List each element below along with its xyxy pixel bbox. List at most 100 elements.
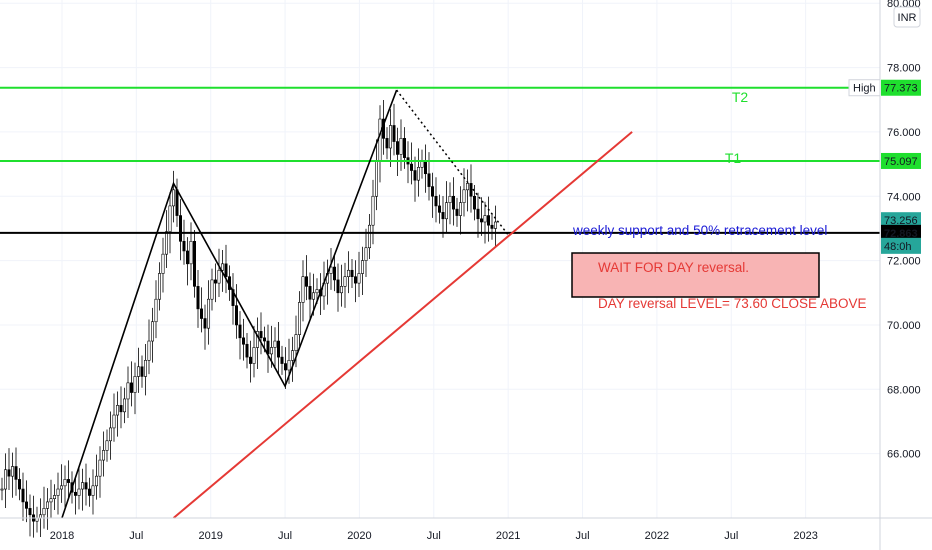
zigzag-pattern[interactable] xyxy=(61,89,398,519)
y-tick-label: 78.000 xyxy=(887,63,921,75)
candle xyxy=(245,333,249,369)
candle xyxy=(147,319,151,375)
candle xyxy=(427,152,431,201)
candle xyxy=(63,465,67,508)
candle xyxy=(353,260,357,303)
candle xyxy=(91,469,95,515)
candle xyxy=(49,479,53,519)
candle xyxy=(242,318,246,361)
candle xyxy=(490,213,494,240)
candle xyxy=(154,280,158,339)
candle xyxy=(214,263,218,303)
candle xyxy=(81,468,85,511)
candle xyxy=(395,127,399,176)
candle xyxy=(357,251,361,297)
x-tick-label: 2020 xyxy=(347,530,371,542)
x-tick-label: 2022 xyxy=(645,530,669,542)
t2-label: T2 xyxy=(732,89,749,105)
candle xyxy=(343,262,347,308)
candle xyxy=(276,322,280,374)
candle xyxy=(45,488,49,530)
candle xyxy=(385,127,389,160)
price-label-value: 72.863 xyxy=(884,228,918,240)
price-label-value: 77.373 xyxy=(884,83,918,95)
candle xyxy=(224,244,228,294)
candle xyxy=(158,262,162,311)
candle xyxy=(472,185,476,221)
candle xyxy=(273,327,277,370)
dotted-trend-line[interactable] xyxy=(396,89,509,236)
y-tick-label: 80.000 xyxy=(887,0,921,10)
candle xyxy=(210,268,214,311)
candle xyxy=(116,391,120,437)
price-label-value: 73.256 xyxy=(884,215,918,227)
currency-badge[interactable]: INR xyxy=(893,6,921,28)
candle xyxy=(67,460,71,500)
candle xyxy=(217,248,221,297)
x-tick-label: 2021 xyxy=(496,530,520,542)
candle xyxy=(249,340,253,383)
candle xyxy=(455,197,459,227)
y-tick-label: 68.000 xyxy=(887,384,921,396)
candle xyxy=(165,210,169,269)
candle xyxy=(283,347,287,389)
candle xyxy=(483,201,487,244)
candle xyxy=(413,156,417,202)
candle xyxy=(28,494,32,537)
candle xyxy=(4,453,8,509)
trend-line[interactable] xyxy=(172,131,633,519)
candle xyxy=(434,177,438,223)
candle xyxy=(479,197,483,236)
candle xyxy=(151,307,155,363)
candle xyxy=(451,177,455,226)
candle xyxy=(189,222,193,281)
candle xyxy=(172,170,176,223)
candle xyxy=(441,195,445,238)
x-tick-label: 2019 xyxy=(198,530,222,542)
candle xyxy=(493,205,497,248)
x-tick-label: Jul xyxy=(129,530,143,542)
candle xyxy=(325,259,329,305)
candle xyxy=(304,255,308,301)
candle xyxy=(88,477,92,507)
candle xyxy=(444,181,448,233)
candle xyxy=(360,246,364,296)
candle xyxy=(252,325,256,378)
x-tick-label: Jul xyxy=(724,530,738,542)
candle xyxy=(175,178,179,227)
candle xyxy=(105,429,109,462)
candle xyxy=(7,448,11,491)
candle xyxy=(371,179,375,245)
candle xyxy=(130,361,134,407)
candle xyxy=(144,343,148,396)
candle xyxy=(207,280,211,345)
candle xyxy=(430,172,434,218)
support-annotation: weekly support and 50% retracement level xyxy=(572,223,827,238)
candle xyxy=(126,366,130,418)
candle xyxy=(364,228,368,278)
candle xyxy=(378,105,382,183)
candle xyxy=(402,127,406,169)
candle xyxy=(266,324,270,373)
candle xyxy=(84,463,88,506)
candle xyxy=(168,192,172,254)
x-tick-label: Jul xyxy=(427,530,441,542)
candle xyxy=(231,273,235,325)
y-tick-label: 76.000 xyxy=(887,127,921,139)
price-label: 75.097 xyxy=(881,152,921,169)
price-label: 77.373 High xyxy=(848,79,921,97)
candle xyxy=(465,169,469,212)
candle xyxy=(409,142,413,185)
x-tick-label: Jul xyxy=(278,530,292,542)
candle xyxy=(95,454,99,500)
candles xyxy=(0,100,497,538)
candle xyxy=(52,484,56,510)
x-tick-label: 2023 xyxy=(793,530,817,542)
candle xyxy=(133,362,137,415)
candle xyxy=(196,269,200,328)
y-tick-label: 66.000 xyxy=(887,449,921,461)
price-label: 72.863 xyxy=(881,224,921,241)
reversal-callout: WAIT FOR DAY reversal. DAY reversal LEVE… xyxy=(571,252,867,311)
